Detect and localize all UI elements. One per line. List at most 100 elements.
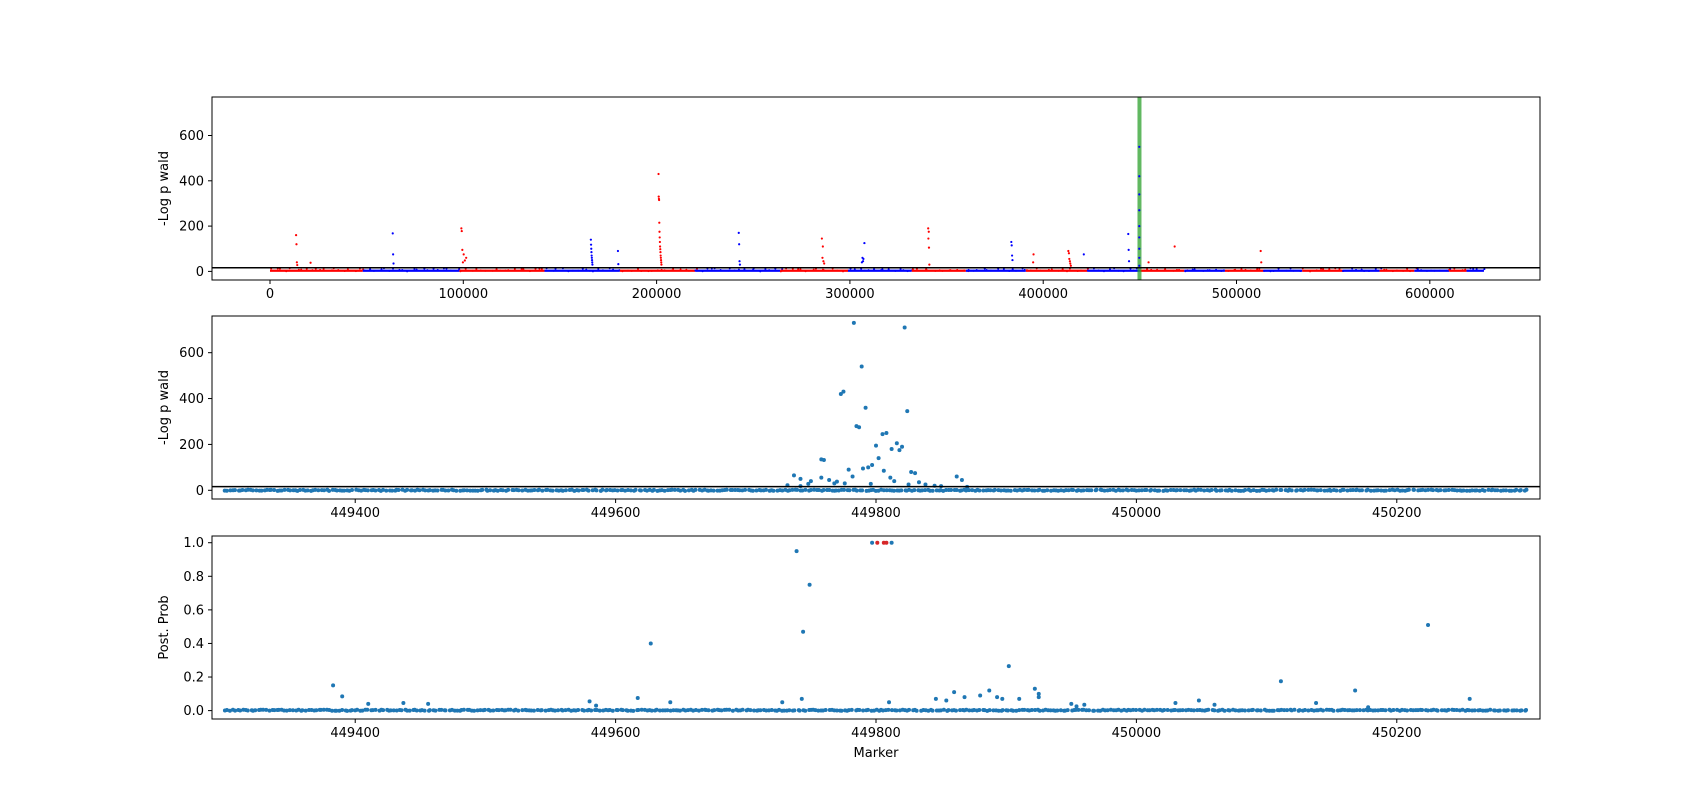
marker-point: [1260, 261, 1263, 264]
baseline-point: [250, 488, 255, 493]
baseline-point: [938, 708, 943, 713]
chromosome-band: [1025, 269, 1088, 272]
baseline-point: [1149, 487, 1154, 492]
baseline-point: [1045, 488, 1050, 493]
baseline-point: [423, 488, 428, 493]
marker-point: [737, 231, 740, 234]
baseline-point: [1202, 488, 1207, 493]
marker-point: [1173, 245, 1176, 248]
baseline-point: [834, 708, 839, 713]
baseline-point: [1289, 488, 1294, 493]
baseline-point: [1493, 708, 1498, 713]
marker-point: [821, 458, 826, 463]
baseline-point: [1302, 487, 1307, 492]
baseline-marker: [719, 269, 722, 272]
marker-point: [801, 629, 806, 634]
baseline-marker: [346, 268, 349, 271]
marker-point: [1127, 232, 1130, 236]
y-axis-genome-wide: 0 200 400 600: [179, 129, 212, 280]
y-tick-label: 0: [196, 265, 204, 280]
baseline-point: [758, 708, 763, 713]
baseline-point: [631, 708, 636, 713]
baseline-marker: [471, 269, 474, 272]
marker-point: [923, 482, 928, 487]
baseline-point: [696, 708, 701, 713]
baseline-marker: [1385, 268, 1388, 271]
baseline-marker: [426, 269, 429, 272]
baseline-marker: [853, 268, 856, 271]
highlight-region: [1137, 97, 1142, 280]
baseline-marker: [1461, 269, 1464, 272]
baseline-point: [727, 707, 732, 712]
baseline-point: [238, 708, 243, 713]
baseline-marker: [591, 270, 594, 273]
baseline-marker: [491, 269, 494, 272]
marker-point: [1138, 224, 1141, 228]
marker-point: [944, 698, 949, 703]
marker-point: [927, 227, 930, 230]
marker-point: [616, 249, 620, 253]
baseline-point: [500, 488, 505, 493]
marker-point: [463, 259, 466, 262]
baseline-point: [224, 488, 229, 493]
baseline-point: [414, 708, 419, 713]
chromosome-band: [1224, 269, 1264, 272]
x-tick-label: 450000: [1112, 726, 1162, 741]
marker-point: [866, 465, 871, 470]
x-axis-label-posterior-prob: Marker: [854, 746, 900, 761]
baseline-marker: [685, 268, 688, 271]
baseline-point: [633, 487, 638, 492]
baseline-marker: [571, 269, 574, 272]
baseline-point: [443, 708, 448, 713]
baseline-point: [349, 488, 354, 493]
baseline-point: [1212, 708, 1217, 713]
marker-point: [1069, 264, 1072, 267]
baseline-point: [958, 708, 963, 713]
baseline-point: [427, 488, 432, 493]
baseline-marker: [1146, 268, 1149, 271]
baseline-marker: [963, 269, 966, 272]
baseline-point: [1022, 487, 1027, 492]
baseline-point: [384, 488, 389, 493]
baseline-marker: [863, 269, 866, 272]
baseline-point: [743, 487, 748, 492]
baseline-marker: [406, 270, 409, 273]
baseline-point: [1514, 487, 1519, 492]
marker-point: [838, 391, 843, 396]
y-tick-label: 0.0: [183, 704, 204, 719]
baseline-marker: [1025, 269, 1028, 272]
baseline-marker: [1191, 268, 1194, 271]
x-tick-label: 449800: [851, 506, 901, 521]
baseline-point: [839, 708, 844, 713]
baseline-point: [1029, 708, 1034, 713]
baseline-marker: [626, 269, 629, 272]
baseline-point: [1425, 708, 1430, 713]
marker-point: [1278, 679, 1283, 684]
x-tick-label: 449400: [330, 506, 380, 521]
baseline-point: [1488, 707, 1493, 712]
marker-point: [868, 481, 873, 486]
baseline-point: [967, 708, 972, 713]
y-tick-label: 0: [196, 484, 204, 499]
marker-point: [590, 258, 594, 262]
baseline-marker: [1150, 268, 1153, 271]
baseline-marker: [1363, 270, 1366, 273]
baseline-point: [531, 708, 536, 713]
baseline-marker: [499, 269, 502, 272]
baseline-marker: [764, 268, 767, 271]
baseline-marker: [1445, 269, 1448, 272]
baseline-marker: [331, 269, 334, 272]
baseline-point: [800, 488, 805, 493]
baseline-marker: [949, 269, 952, 272]
baseline-point: [1233, 708, 1238, 713]
baseline-marker: [1355, 268, 1358, 271]
baseline-point: [949, 488, 954, 493]
marker-point: [1010, 240, 1013, 244]
y-tick-label: 0.4: [183, 637, 204, 652]
baseline-point: [1184, 488, 1189, 493]
baseline-point: [276, 707, 281, 712]
y-axis-regional-pvalue: 0 200 400 600: [179, 346, 212, 499]
marker-point: [1196, 698, 1201, 703]
baseline-point: [532, 487, 537, 492]
baseline-marker: [647, 270, 650, 273]
